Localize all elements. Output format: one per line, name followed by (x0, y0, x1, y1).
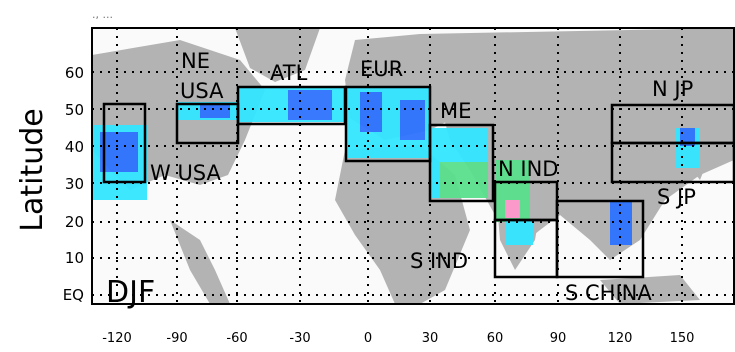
land-greenland (235, 28, 320, 82)
region-boxes (102, 85, 735, 279)
region-box-s-china (555, 199, 645, 279)
region-label-ne-usa-line1: NE (181, 49, 210, 73)
region-label-ne-usa-line2: USA (180, 79, 224, 103)
shade-s-ind (505, 220, 533, 245)
shade-eur-core-2 (400, 100, 425, 140)
shade-atl-core (288, 90, 332, 120)
shade-jp-core (680, 128, 695, 146)
x-tick-label: -120 (102, 331, 132, 346)
y-tick-label: 10 (65, 249, 84, 267)
region-label-n-jp: N JP (652, 77, 693, 101)
top-corner-mark: ., ... (92, 8, 113, 21)
y-axis-title: Latitude (15, 108, 50, 231)
x-tick-label: 90 (550, 331, 567, 346)
x-tick-label: 60 (487, 331, 504, 346)
region-label-s-china: S CHINA (565, 281, 652, 305)
region-label-n-ind: N IND (498, 157, 558, 181)
grid-lines (92, 28, 734, 304)
y-tick-label: 40 (65, 138, 84, 156)
x-tick-label: 150 (670, 331, 695, 346)
y-tick-label: 50 (65, 101, 84, 119)
map-border (91, 27, 735, 305)
x-tick-label: -30 (289, 331, 310, 346)
shade-ne-usa-core (200, 104, 230, 118)
shade-s-ind-pink (505, 200, 520, 218)
region-label-atl: ATL (270, 61, 308, 85)
region-label-s-jp: S JP (657, 185, 696, 209)
x-tick-label: -90 (166, 331, 187, 346)
y-tick-label: 60 (65, 64, 84, 82)
land-central-america (170, 220, 230, 304)
y-axis-ticks: EQ 10 20 30 40 50 60 (63, 64, 84, 304)
x-tick-label: 120 (608, 331, 633, 346)
x-tick-label: 0 (364, 331, 372, 346)
y-tick-label: EQ (63, 286, 84, 304)
region-label-w-usa: W USA (150, 161, 222, 185)
shade-eur-core (360, 92, 382, 132)
y-tick-label: 20 (65, 213, 84, 231)
x-tick-label: -60 (226, 331, 247, 346)
x-tick-label: 30 (422, 331, 439, 346)
region-label-s-ind: S IND (410, 249, 468, 273)
region-label-eur: EUR (360, 57, 403, 81)
x-axis-ticks: -120 -90 -60 -30 0 30 60 90 120 150 (102, 331, 694, 346)
shade-me-green (440, 162, 488, 198)
region-label-me: ME (440, 99, 471, 123)
region-box-w-usa (102, 102, 147, 184)
region-box-me (428, 123, 495, 203)
shade-w-usa-core (100, 132, 138, 172)
y-tick-label: 30 (65, 175, 84, 193)
region-labels: NE USA ATL EUR ME W USA N IND S IND S CH… (150, 49, 696, 305)
land-indonesia (600, 275, 700, 304)
